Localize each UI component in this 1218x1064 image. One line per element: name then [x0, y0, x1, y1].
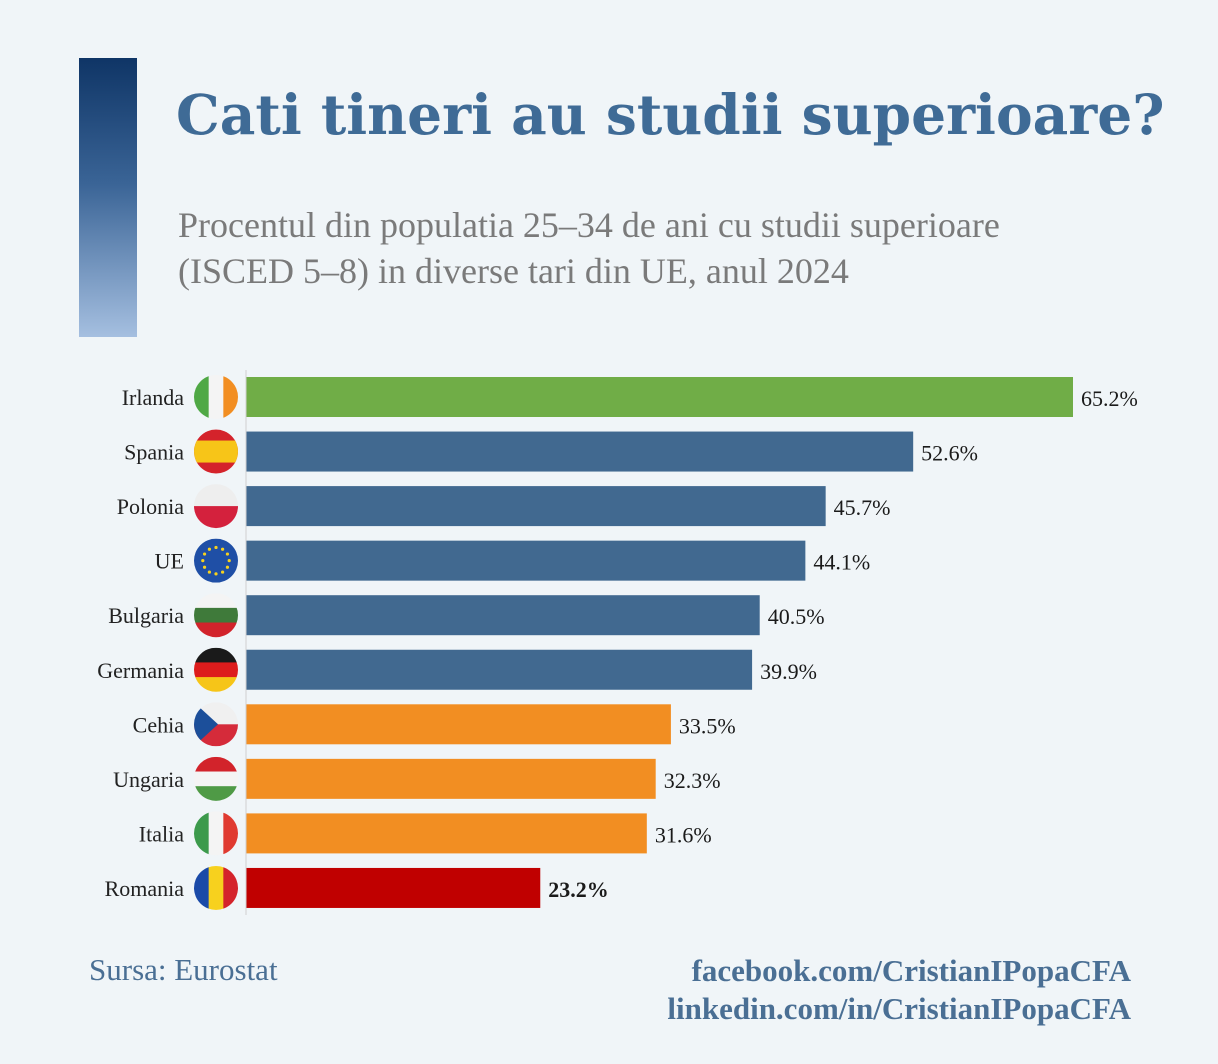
bar-germania — [246, 649, 753, 690]
subtitle-line-1: Procentul din populatia 25–34 de ani cu … — [178, 205, 1000, 245]
flag-eu-icon — [194, 538, 238, 583]
category-label: Irlanda — [122, 385, 185, 410]
value-label: 45.7% — [834, 495, 891, 520]
bar-spania — [246, 431, 914, 472]
social-links: facebook.com/CristianIPopaCFA linkedin.c… — [667, 952, 1131, 1028]
category-label: Ungaria — [113, 767, 184, 792]
bar-ue — [246, 540, 806, 581]
flag-germany-icon — [194, 647, 238, 692]
subtitle-line-2: (ISCED 5–8) in diverse tari din UE, anul… — [178, 251, 849, 291]
category-label: Polonia — [117, 494, 184, 519]
flag-bulgaria-icon — [194, 593, 238, 638]
bar-chart: Irlanda 65.2% Spania 52.6% Polonia 45.7% UE 44.… — [97, 370, 1138, 915]
accent-bar — [79, 58, 137, 337]
category-label: UE — [155, 549, 184, 574]
flag-poland-icon — [194, 484, 238, 529]
value-label: 33.5% — [679, 713, 736, 738]
bar-bulgaria — [246, 595, 760, 636]
bar-ungaria — [246, 758, 656, 799]
bar-romania — [246, 867, 541, 908]
flag-italy-icon — [194, 811, 238, 856]
bar-cehia — [246, 704, 671, 745]
facebook-link[interactable]: facebook.com/CristianIPopaCFA — [691, 953, 1131, 988]
flag-hungary-icon — [194, 756, 238, 801]
value-label: 40.5% — [768, 604, 825, 629]
category-label: Germania — [97, 658, 184, 683]
category-label: Italia — [139, 821, 184, 846]
flag-spain-icon — [194, 429, 238, 474]
page-subtitle: Procentul din populatia 25–34 de ani cu … — [178, 202, 1138, 294]
category-label: Cehia — [133, 712, 185, 737]
linkedin-link[interactable]: linkedin.com/in/CristianIPopaCFA — [667, 991, 1131, 1026]
category-label: Bulgaria — [108, 603, 184, 628]
category-label: Spania — [124, 440, 184, 465]
category-label: Romania — [105, 876, 185, 901]
value-label: 52.6% — [921, 441, 978, 466]
value-label: 44.1% — [813, 550, 870, 575]
value-label: 39.9% — [760, 659, 817, 684]
bar-italia — [246, 813, 647, 854]
bar-polonia — [246, 486, 826, 527]
value-label: 31.6% — [655, 822, 712, 847]
value-label: 23.2% — [548, 877, 609, 902]
flag-romania-icon — [194, 865, 238, 910]
page-title: Cati tineri au studii superioare? — [176, 82, 1165, 147]
value-label: 65.2% — [1081, 386, 1138, 411]
value-label: 32.3% — [664, 768, 721, 793]
source-note: Sursa: Eurostat — [89, 952, 278, 987]
bar-irlanda — [246, 377, 1073, 417]
flag-ireland-icon — [194, 375, 238, 419]
flag-czechia-icon — [194, 702, 238, 747]
